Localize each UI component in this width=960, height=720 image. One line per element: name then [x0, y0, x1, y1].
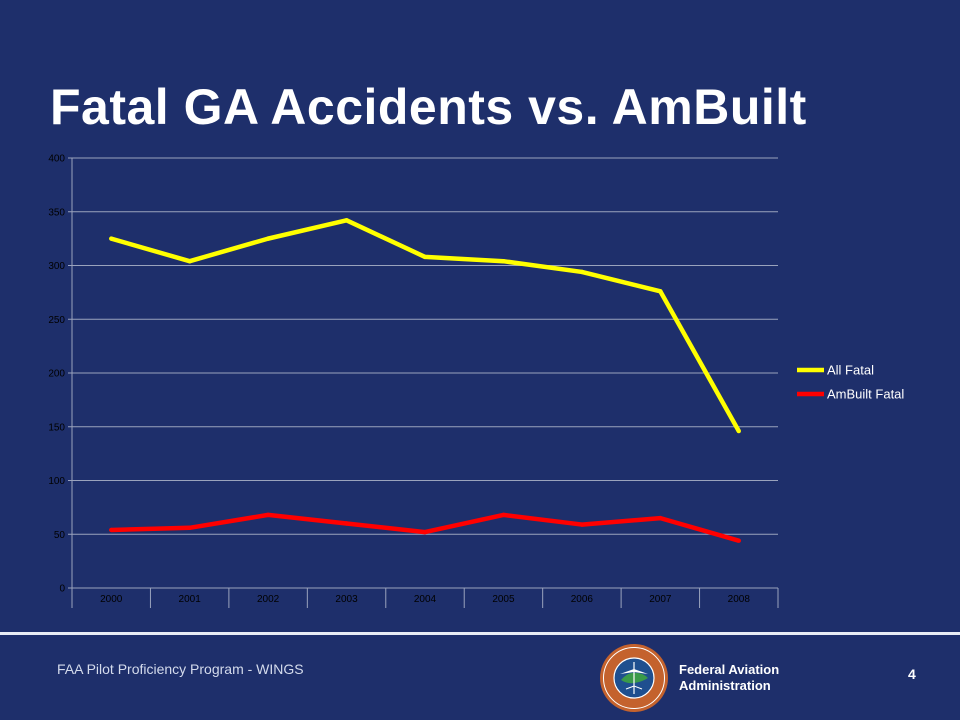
data-point [265, 236, 271, 241]
data-point [579, 269, 585, 275]
y-tick-label: 200 [48, 369, 65, 380]
y-tick-label: 250 [48, 315, 65, 326]
line-chart: 0 50 100 150 200 250 300 350 400 2000 2001 2002 2003… [48, 154, 904, 608]
data-point [344, 521, 349, 526]
x-tick-label: 2008 [728, 594, 751, 605]
footer-program-name: FAA Pilot Proficiency Program - WINGS [57, 661, 304, 677]
x-tick-label: 2006 [571, 594, 594, 605]
x-axis-band [72, 588, 778, 608]
data-point [187, 525, 192, 530]
data-point [579, 522, 585, 527]
faa-seal-logo [600, 644, 668, 712]
agency-name: Federal Aviation Administration [679, 662, 779, 694]
data-point [422, 529, 428, 535]
data-point [344, 218, 349, 223]
data-point [736, 538, 741, 543]
x-tick-label: 2004 [414, 594, 437, 605]
data-point [658, 515, 663, 521]
x-tick-label: 2003 [335, 594, 358, 605]
y-tick-label: 150 [48, 422, 65, 433]
data-point [658, 289, 663, 294]
data-point [736, 428, 741, 434]
y-tick-label: 350 [48, 207, 65, 218]
y-tick-label: 400 [48, 154, 65, 165]
y-tick-label: 50 [54, 530, 66, 541]
agency-name-line1: Federal Aviation [679, 662, 780, 677]
data-point [109, 527, 114, 533]
x-tick-label: 2001 [179, 594, 202, 605]
y-tick-label: 100 [48, 476, 65, 487]
slide-title: Fatal GA Accidents vs. AmBuilt [50, 79, 807, 135]
data-point [109, 236, 114, 241]
data-point [422, 254, 428, 260]
data-point [265, 512, 271, 518]
data-point [501, 259, 506, 264]
page-number: 4 [908, 666, 916, 682]
x-tick-label: 2002 [257, 594, 280, 605]
y-tick-label: 300 [48, 261, 65, 272]
y-tick-label: 0 [59, 584, 65, 595]
legend-label: All Fatal [827, 363, 874, 378]
x-tick-label: 2007 [649, 594, 672, 605]
data-point [501, 512, 506, 518]
x-tick-label: 2005 [492, 594, 515, 605]
agency-name-line2: Administration [679, 678, 771, 693]
x-tick-label: 2000 [100, 594, 123, 605]
legend-label: AmBuilt Fatal [827, 387, 904, 402]
data-point [187, 259, 192, 264]
footer-divider [0, 632, 960, 635]
